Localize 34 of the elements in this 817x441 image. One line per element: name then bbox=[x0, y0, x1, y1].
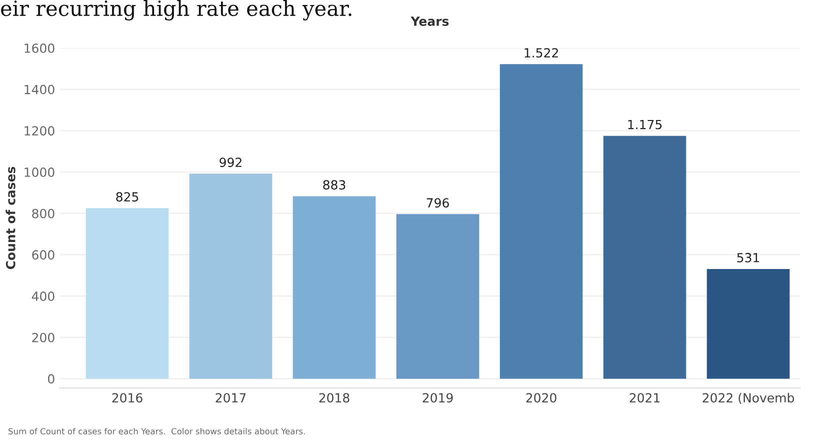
data-label: 1.175 bbox=[628, 120, 662, 130]
x-tick-label: 2019 bbox=[422, 393, 453, 403]
data-label: 531 bbox=[737, 252, 760, 262]
bar bbox=[500, 64, 583, 379]
y-tick-label: 800 bbox=[32, 208, 54, 218]
text: Sum of Count of cases for each Years. Color shows details about Years. bbox=[8, 428, 305, 434]
y-tick-label: 0 bbox=[48, 374, 54, 384]
bar bbox=[603, 136, 686, 379]
y-tick-label: 400 bbox=[32, 291, 54, 301]
x-tick-label: 2016 bbox=[112, 393, 142, 403]
bar bbox=[86, 208, 169, 379]
bar bbox=[396, 214, 480, 379]
data-label: 883 bbox=[323, 180, 346, 190]
x-axis-title: Years bbox=[410, 16, 449, 26]
x-tick-label: 2021 bbox=[630, 393, 660, 403]
x-tick-label: 2017 bbox=[216, 393, 246, 403]
data-label: 992 bbox=[220, 158, 242, 168]
bar bbox=[706, 268, 790, 379]
x-tick-label: 2020 bbox=[526, 393, 556, 403]
x-tick-label: 2018 bbox=[319, 393, 350, 403]
data-label: 1.522 bbox=[524, 48, 558, 58]
data-label: 825 bbox=[116, 192, 138, 202]
y-tick-label: 200 bbox=[32, 332, 54, 342]
y-tick-label: 1000 bbox=[24, 167, 54, 177]
bar bbox=[189, 174, 272, 379]
data-label: 796 bbox=[426, 198, 449, 208]
y-tick-label: 600 bbox=[32, 250, 54, 260]
y-axis-title: Count of cases bbox=[6, 166, 16, 270]
text: eir recurring high rate each year. bbox=[1, 0, 352, 20]
x-tick-label: 2022 (Novemb bbox=[702, 392, 794, 404]
y-tick-label: 1200 bbox=[24, 126, 54, 136]
y-tick-label: 1400 bbox=[24, 84, 54, 94]
y-tick-label: 1600 bbox=[24, 43, 54, 53]
bar bbox=[292, 196, 376, 379]
